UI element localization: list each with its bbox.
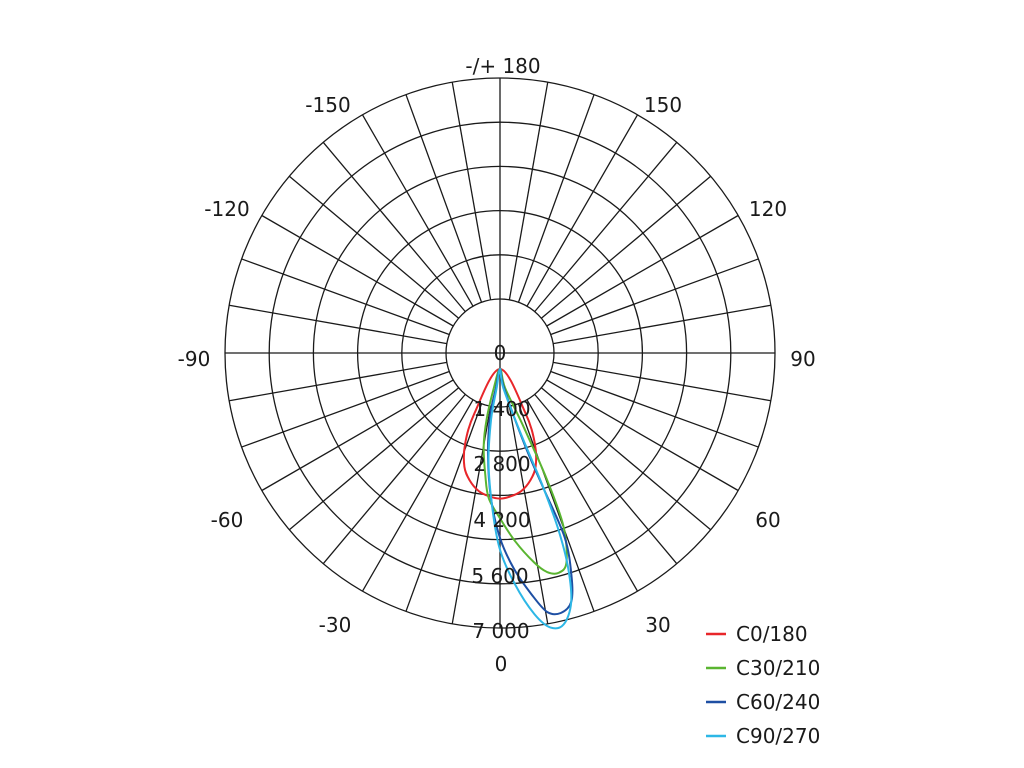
grid-spoke xyxy=(546,214,739,327)
grid-spoke xyxy=(550,370,759,448)
angle-label: -120 xyxy=(204,197,249,221)
grid-spoke xyxy=(288,175,460,319)
grid-spoke xyxy=(550,258,759,336)
grid-spoke xyxy=(553,304,771,345)
angle-label: 0 xyxy=(495,652,508,676)
grid-spoke xyxy=(526,114,639,307)
grid-spoke xyxy=(261,214,454,327)
ring-label: 2 800 xyxy=(473,452,530,476)
ring-label: 4 200 xyxy=(473,508,530,532)
grid-spoke xyxy=(508,406,549,624)
grid-spoke xyxy=(361,114,474,307)
grid-spoke xyxy=(288,387,460,531)
ring-labels: 0 1 400 2 800 4 200 5 600 7 000 xyxy=(471,341,530,643)
grid-spoke xyxy=(526,399,639,592)
ring-label: 7 000 xyxy=(472,619,529,643)
grid-spoke xyxy=(229,361,447,402)
grid-spoke xyxy=(229,304,447,345)
angle-label: -150 xyxy=(305,93,350,117)
grid-spoke xyxy=(553,361,771,402)
legend: C0/180 C30/210 C60/240 C90/270 xyxy=(706,622,820,748)
angle-label: -/+ 180 xyxy=(465,54,540,78)
legend-label: C0/180 xyxy=(736,622,808,646)
legend-label: C90/270 xyxy=(736,724,820,748)
grid-spoke xyxy=(451,82,492,300)
ring-label: 1 400 xyxy=(473,397,530,421)
angle-label: 60 xyxy=(755,508,780,532)
grid-spoke xyxy=(508,82,549,300)
angle-label: 90 xyxy=(790,347,815,371)
grid-spoke xyxy=(534,393,678,565)
grid-spoke xyxy=(540,387,712,531)
ring-label: 5 600 xyxy=(471,564,528,588)
angle-label: -60 xyxy=(211,508,244,532)
grid-spoke xyxy=(405,94,483,303)
series-curve-c0-180 xyxy=(462,368,538,500)
grid-spoke xyxy=(546,379,739,492)
grid-spoke xyxy=(361,399,474,592)
ring-label: 0 xyxy=(494,341,507,365)
grid-spoke xyxy=(405,403,483,612)
grid-spoke xyxy=(517,403,595,612)
legend-label: C60/240 xyxy=(736,690,820,714)
grid-spoke xyxy=(261,379,454,492)
series-curve-c30-210 xyxy=(482,368,568,575)
grid-spoke xyxy=(517,94,595,303)
grid-spoke xyxy=(241,258,450,336)
angle-label: -30 xyxy=(319,613,352,637)
grid-spoke xyxy=(322,141,466,313)
grid-spoke xyxy=(241,370,450,448)
angle-label: 150 xyxy=(644,93,682,117)
grid-spoke xyxy=(534,141,678,313)
grid-spoke xyxy=(540,175,712,319)
series-curve-c90-270 xyxy=(487,368,573,630)
legend-label: C30/210 xyxy=(736,656,820,680)
angle-label: 120 xyxy=(749,197,787,221)
angle-labels: -/+ 180 -150 150 -120 120 -90 90 -60 60 -30 30 0 xyxy=(178,54,816,676)
angle-label: 30 xyxy=(645,613,670,637)
intensity-curves xyxy=(462,368,574,630)
grid-spoke xyxy=(322,393,466,565)
angle-label: -90 xyxy=(178,347,211,371)
